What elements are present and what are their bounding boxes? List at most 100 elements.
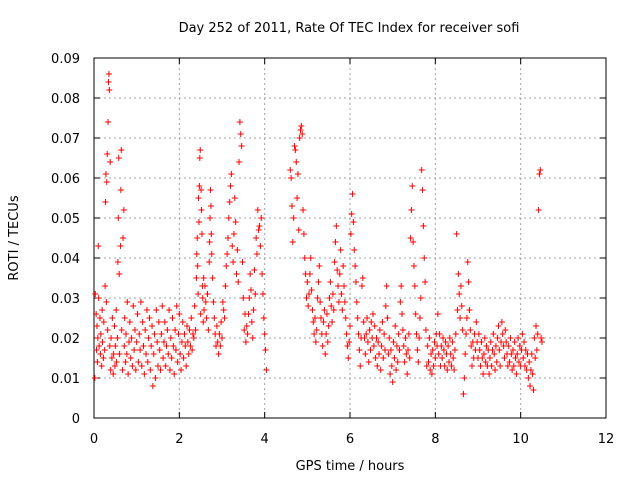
data-point xyxy=(480,351,487,357)
y-tick-label: 0.01 xyxy=(51,372,80,387)
data-point xyxy=(435,351,442,357)
data-point xyxy=(376,327,383,333)
data-point xyxy=(288,203,295,209)
data-point xyxy=(340,263,347,269)
data-point xyxy=(361,335,368,341)
data-point xyxy=(303,295,310,301)
data-point xyxy=(493,359,500,365)
data-point xyxy=(489,347,496,353)
data-point xyxy=(163,343,170,349)
data-point xyxy=(150,351,157,357)
data-point xyxy=(180,355,187,361)
data-point xyxy=(330,307,337,313)
data-point xyxy=(387,371,394,377)
data-point xyxy=(204,291,211,297)
data-point xyxy=(91,375,98,381)
data-point xyxy=(418,167,425,173)
data-point xyxy=(505,343,512,349)
data-point xyxy=(528,351,535,357)
data-point xyxy=(321,307,328,313)
data-point xyxy=(116,271,123,277)
data-point xyxy=(490,331,497,337)
data-point xyxy=(364,315,371,321)
data-point xyxy=(208,231,215,237)
data-point xyxy=(198,207,205,213)
data-point xyxy=(409,183,416,189)
data-point xyxy=(296,135,303,141)
data-point xyxy=(140,343,147,349)
data-point xyxy=(516,343,523,349)
data-point xyxy=(405,347,412,353)
x-tick-label: 0 xyxy=(90,432,98,447)
data-point xyxy=(118,147,125,153)
data-point xyxy=(352,279,359,285)
data-point xyxy=(291,143,298,149)
data-point xyxy=(293,159,300,165)
data-point xyxy=(370,343,377,349)
data-point xyxy=(408,207,415,213)
data-point xyxy=(113,359,120,365)
data-point xyxy=(393,367,400,373)
data-point xyxy=(509,367,516,373)
data-point xyxy=(457,283,464,289)
data-point xyxy=(366,327,373,333)
data-point xyxy=(263,367,270,373)
data-point xyxy=(463,331,470,337)
data-point xyxy=(93,347,100,353)
data-point xyxy=(117,243,124,249)
data-point xyxy=(342,315,349,321)
data-point xyxy=(396,347,403,353)
data-point xyxy=(98,363,105,369)
data-point xyxy=(420,223,427,229)
data-point xyxy=(500,343,507,349)
data-point xyxy=(351,247,358,253)
data-point xyxy=(469,363,476,369)
data-point xyxy=(510,363,517,369)
data-point xyxy=(108,355,115,361)
data-point xyxy=(389,379,396,385)
data-point xyxy=(422,327,429,333)
data-point xyxy=(386,335,393,341)
data-point xyxy=(304,279,311,285)
data-point xyxy=(299,131,306,137)
data-point xyxy=(147,367,154,373)
data-point xyxy=(399,327,406,333)
data-point xyxy=(385,351,392,357)
data-point xyxy=(100,319,107,325)
data-point xyxy=(114,335,121,341)
data-point xyxy=(105,119,112,125)
data-point xyxy=(122,359,129,365)
data-point xyxy=(261,331,268,337)
data-point xyxy=(187,343,194,349)
data-points xyxy=(91,71,545,397)
data-point xyxy=(110,371,117,377)
data-point xyxy=(534,331,541,337)
data-point xyxy=(347,231,354,237)
data-point xyxy=(144,359,151,365)
data-point xyxy=(327,279,334,285)
data-point xyxy=(120,207,127,213)
data-point xyxy=(224,235,231,241)
data-point xyxy=(132,367,139,373)
data-point xyxy=(370,311,377,317)
data-point xyxy=(513,371,520,377)
data-point xyxy=(446,335,453,341)
data-point xyxy=(467,327,474,333)
data-point xyxy=(329,291,336,297)
data-point xyxy=(460,391,467,397)
data-point xyxy=(339,307,346,313)
data-point xyxy=(207,203,214,209)
data-point xyxy=(406,355,413,361)
data-point xyxy=(245,311,252,317)
data-point xyxy=(195,291,202,297)
data-point xyxy=(495,323,502,329)
data-point xyxy=(93,311,100,317)
data-point xyxy=(106,343,113,349)
data-point xyxy=(178,367,185,373)
y-tick-label: 0.08 xyxy=(51,92,80,107)
data-point xyxy=(213,323,220,329)
data-point xyxy=(311,331,318,337)
x-tick-label: 6 xyxy=(346,432,354,447)
data-point xyxy=(498,339,505,345)
data-point xyxy=(346,339,353,345)
